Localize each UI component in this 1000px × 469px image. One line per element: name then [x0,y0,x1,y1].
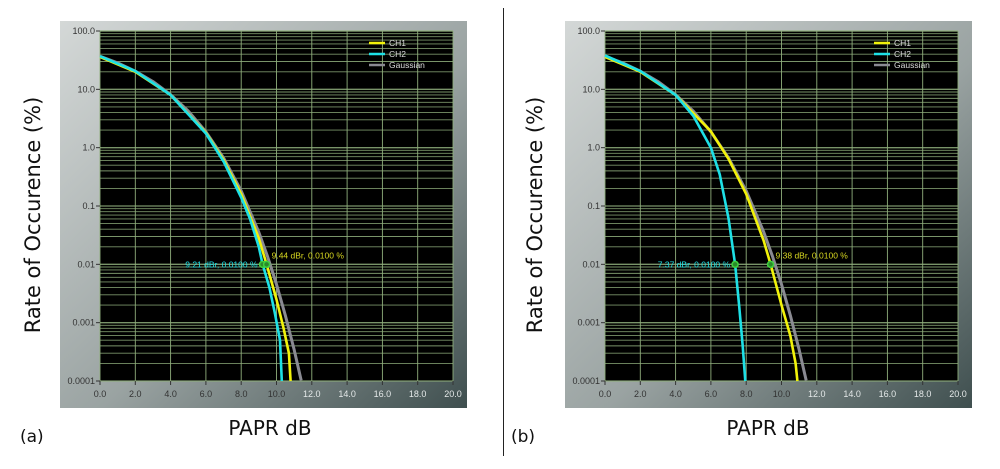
chart-svg-a: 0.0 2.0 4.0 6.0 8.0 10.0 12.0 14.0 16.0 18.0 20.0 1… [60,21,467,408]
panel-label-a: (a) [20,427,44,447]
x-tick-label: 6.0 [200,389,213,399]
legend-label-gaussian: Gaussian [389,60,425,70]
x-tick-label: 16.0 [374,389,392,399]
x-tick-label: 4.0 [164,389,177,399]
y-tick-label: 10.0 [77,84,95,94]
x-tick-label: 12.0 [303,389,321,399]
x-tick-label: 20.0 [949,389,967,399]
y-tick-label: 0.001 [577,318,600,328]
marker-label: 9.44 dBr, 0.0100 % [272,250,345,260]
x-tick-label: 8.0 [740,389,753,399]
legend-label-ch2: CH2 [894,49,911,59]
y-tick-label: 0.0001 [67,376,95,386]
chart-panel-a: 0.0 2.0 4.0 6.0 8.0 10.0 12.0 14.0 16.0 18.0 20.0 1… [60,21,467,408]
y-axis-label-a: Rate of Occurence (%) [21,96,45,334]
series-line-ch2 [604,54,747,382]
y-tick-label: 100.0 [577,26,600,36]
marker-point [731,260,739,269]
x-axis-label-a: PAPR dB [228,416,312,440]
y-tick-label: 10.0 [582,84,600,94]
y-tick-label: 0.1 [587,201,600,211]
panel-label-b: (b) [511,427,536,447]
legend-label-ch1: CH1 [894,38,911,48]
x-tick-label: 18.0 [914,389,932,399]
x-tick-label: 16.0 [879,389,897,399]
x-axis-label-b: PAPR dB [726,416,810,440]
x-tick-label: 10.0 [268,389,286,399]
x-tick-label: 2.0 [129,389,142,399]
marker-point [262,260,271,269]
x-tick-label: 8.0 [235,389,248,399]
x-tick-label: 12.0 [808,389,826,399]
marker-label: 9.21 dBr, 0.0100 % [185,259,258,269]
legend-label-ch1: CH1 [389,38,406,48]
x-tick-label: 14.0 [843,389,861,399]
x-tick-label: 0.0 [599,389,612,399]
x-tick-label: 4.0 [669,389,682,399]
y-tick-label: 0.01 [77,259,95,269]
marker-label: 9.38 dBr, 0.0100 % [776,250,849,260]
chart-svg-b: 0.0 2.0 4.0 6.0 8.0 10.0 12.0 14.0 16.0 18.0 20.0 1… [565,21,972,408]
x-tick-label: 20.0 [444,389,462,399]
panel-divider [503,8,504,456]
y-tick-label: 1.0 [82,143,95,153]
y-tick-label: 100.0 [72,26,95,36]
x-tick-label: 6.0 [705,389,718,399]
marker-label: 7.37 dBr, 0.0100 % [658,259,731,269]
marker-point [766,260,775,269]
legend-label-ch2: CH2 [389,49,406,59]
x-tick-label: 2.0 [634,389,647,399]
y-tick-label: 0.1 [82,201,95,211]
x-tick-label: 14.0 [338,389,356,399]
legend-label-gaussian: Gaussian [894,60,930,70]
y-tick-label: 0.0001 [572,376,600,386]
x-tick-label: 18.0 [409,389,427,399]
series-line-ch2 [99,55,284,382]
y-tick-label: 0.001 [72,318,95,328]
y-tick-label: 1.0 [587,143,600,153]
x-tick-label: 10.0 [773,389,791,399]
y-axis-label-b: Rate of Occurence (%) [523,96,547,334]
x-tick-label: 0.0 [94,389,107,399]
chart-panel-b: 0.0 2.0 4.0 6.0 8.0 10.0 12.0 14.0 16.0 18.0 20.0 1… [565,21,972,408]
y-tick-label: 0.01 [582,259,600,269]
